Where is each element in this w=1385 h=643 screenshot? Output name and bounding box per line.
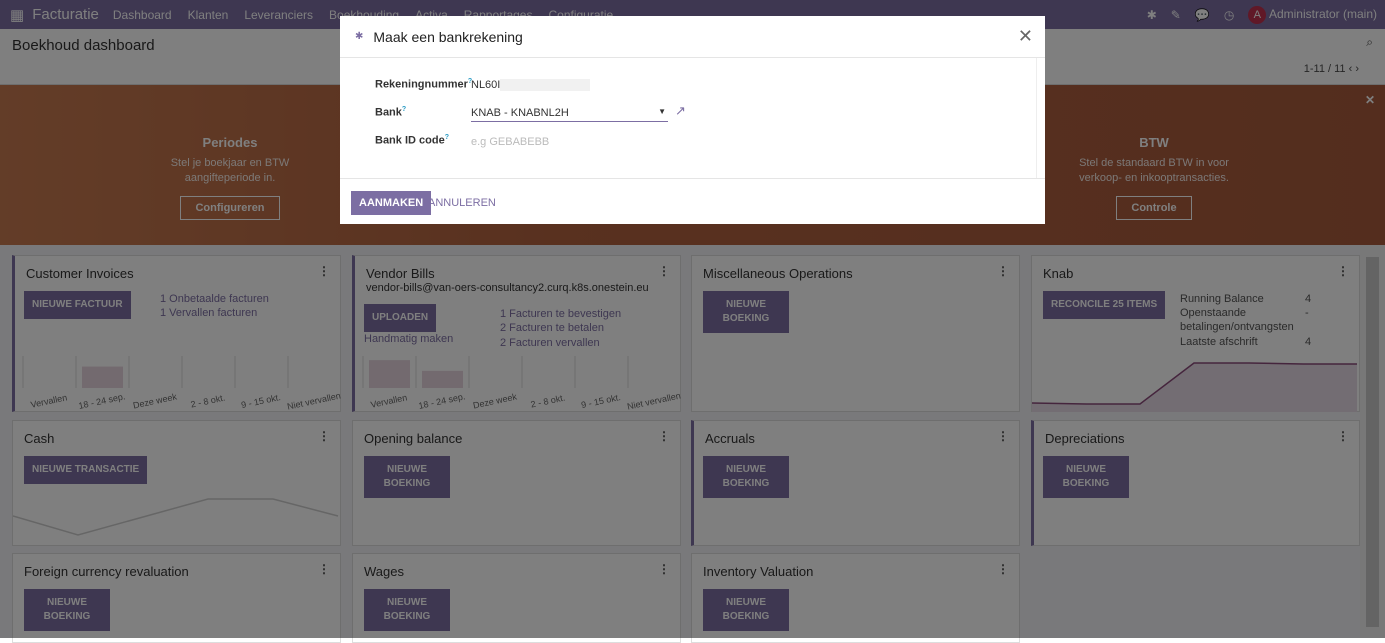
debug-bug-icon[interactable]: ✱ [355, 31, 364, 42]
create-bank-account-dialog: ✱ Maak een bankrekening ✕ Rekeningnummer… [340, 16, 1045, 224]
account-number-field[interactable]: NL60I [471, 79, 601, 92]
create-button[interactable]: AANMAKEN [351, 191, 432, 215]
chevron-down-icon[interactable]: ▼ [658, 107, 666, 116]
label-text: Rekeningnummer [375, 78, 468, 91]
label-text: Bank [375, 106, 402, 119]
bank-id-input[interactable]: e.g GEBABEBB [471, 136, 550, 148]
redacted-blur [500, 79, 591, 92]
help-icon[interactable]: ? [467, 78, 473, 85]
bank-label: Bank? [375, 106, 406, 119]
external-link-icon[interactable]: ↗ [675, 103, 686, 118]
dialog-header: ✱ Maak een bankrekening ✕ [340, 16, 1045, 58]
bank-value: KNAB - KNABNL2H [471, 107, 569, 119]
dialog-footer: AANMAKEN ANNULEREN [340, 178, 1045, 224]
dialog-form: Rekeningnummer? NL60I Bank? KNAB - KNABN… [348, 58, 1037, 178]
account-number-value: NL60I [471, 79, 501, 91]
help-icon[interactable]: ? [401, 106, 407, 113]
help-icon[interactable]: ? [444, 134, 449, 141]
bank-select[interactable]: KNAB - KNABNL2H ▼ [471, 107, 668, 122]
label-text: Bank ID code [375, 134, 445, 147]
close-icon[interactable]: ✕ [1017, 26, 1033, 46]
cancel-button[interactable]: ANNULEREN [428, 197, 496, 209]
account-number-label: Rekeningnummer? [375, 78, 472, 91]
bank-id-label: Bank ID code? [375, 134, 449, 147]
dialog-title: Maak een bankrekening [373, 28, 523, 45]
